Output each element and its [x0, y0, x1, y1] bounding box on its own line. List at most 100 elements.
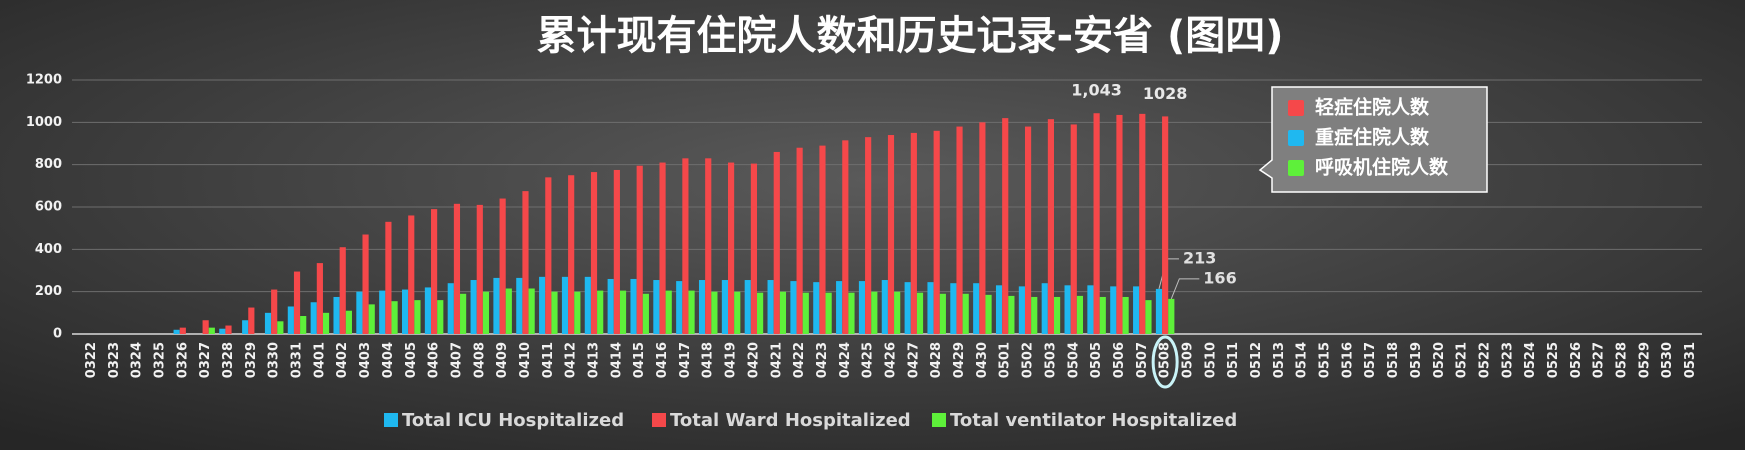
bar: [1008, 295, 1015, 334]
x-tick-label: 0520: [1432, 342, 1447, 378]
bar: [682, 158, 689, 334]
x-tick-label: 0405: [404, 342, 419, 378]
x-tick-label: 0528: [1615, 342, 1630, 378]
bar: [248, 307, 255, 334]
bar: [1145, 300, 1152, 334]
bar: [482, 291, 490, 334]
bar: [1076, 295, 1084, 334]
bar: [871, 291, 878, 334]
legend-label: 轻症住院人数: [1315, 96, 1430, 119]
bar: [950, 283, 957, 334]
bar: [476, 204, 483, 334]
bar: [734, 291, 741, 334]
x-tick-label: 0510: [1203, 342, 1218, 378]
bar: [516, 277, 523, 334]
legend-swatch: [652, 413, 666, 427]
x-tick-label: 0325: [152, 342, 167, 378]
x-tick-label: 0424: [838, 342, 853, 378]
bar: [910, 132, 917, 334]
x-tick-label: 0329: [244, 342, 259, 378]
bar: [1162, 116, 1169, 334]
bar: [539, 276, 546, 334]
bar: [711, 291, 718, 334]
bar: [339, 247, 346, 334]
x-tick-label: 0327: [198, 342, 213, 378]
bar: [584, 276, 591, 334]
bar: [264, 312, 272, 334]
bar: [293, 271, 301, 334]
x-tick-label: 0521: [1455, 342, 1470, 378]
bar: [619, 290, 627, 334]
bar: [1024, 126, 1032, 334]
x-tick-label: 0505: [1089, 342, 1104, 378]
bar: [887, 135, 895, 334]
bar: [1041, 283, 1048, 334]
y-tick-label: 200: [35, 284, 62, 299]
bar: [590, 172, 598, 334]
bar: [916, 292, 924, 334]
x-tick-label: 0408: [472, 342, 487, 378]
x-tick-label: 0529: [1637, 342, 1652, 378]
bar: [848, 292, 855, 334]
bar: [437, 300, 444, 334]
x-tick-label: 0504: [1066, 342, 1081, 378]
bar: [1047, 119, 1054, 335]
bar: [676, 281, 683, 334]
bar: [1116, 114, 1123, 334]
x-tick-label: 0524: [1523, 342, 1538, 378]
x-tick-label: 0506: [1112, 342, 1127, 378]
bar: [379, 290, 386, 334]
x-tick-label: 0428: [929, 342, 944, 378]
x-tick-label: 0414: [609, 342, 624, 378]
bar: [287, 306, 294, 334]
data-label: 1028: [1143, 84, 1188, 103]
x-tick-label: 0515: [1318, 342, 1333, 378]
y-tick-label: 0: [53, 327, 62, 342]
legend-swatch: [1288, 100, 1304, 116]
bar: [453, 203, 461, 334]
x-tick-label: 0416: [655, 342, 670, 378]
bar: [470, 280, 477, 334]
bar: [705, 158, 712, 334]
legend-swatch: [1288, 160, 1304, 176]
bar: [597, 290, 604, 334]
bar: [779, 291, 787, 334]
bar: [1053, 296, 1061, 334]
bar: [368, 304, 375, 334]
bar: [744, 280, 751, 334]
x-tick-label: 0403: [358, 342, 373, 378]
bar: [568, 175, 575, 334]
x-tick-label: 0514: [1295, 342, 1310, 378]
highlight-circle: [1151, 335, 1179, 389]
bar: [1099, 296, 1106, 334]
bar: [836, 281, 843, 334]
legend-label: 呼吸机住院人数: [1315, 156, 1449, 179]
bar: [813, 282, 820, 334]
bar: [1168, 298, 1175, 334]
bar: [927, 282, 934, 334]
legend-swatch: [932, 413, 946, 427]
bar: [300, 316, 307, 334]
bar: [505, 288, 512, 334]
bar: [322, 312, 330, 334]
bar: [333, 296, 340, 334]
bar: [819, 145, 826, 334]
bar: [995, 285, 1003, 334]
x-tick-label: 0526: [1569, 342, 1584, 378]
bar: [551, 291, 558, 334]
bar: [721, 280, 729, 334]
bar: [796, 147, 803, 334]
bar: [688, 290, 695, 334]
data-label: 1,043: [1071, 81, 1122, 100]
x-tick-label: 0427: [906, 342, 921, 378]
bar: [316, 263, 323, 334]
bar: [1133, 286, 1140, 334]
bar: [985, 294, 992, 334]
bar: [630, 278, 637, 334]
bar: [402, 289, 409, 334]
x-tick-label: 0420: [746, 342, 761, 378]
bar: [173, 329, 180, 334]
bar: [1139, 113, 1146, 334]
bar: [391, 301, 398, 334]
x-tick-label: 0419: [724, 342, 739, 378]
